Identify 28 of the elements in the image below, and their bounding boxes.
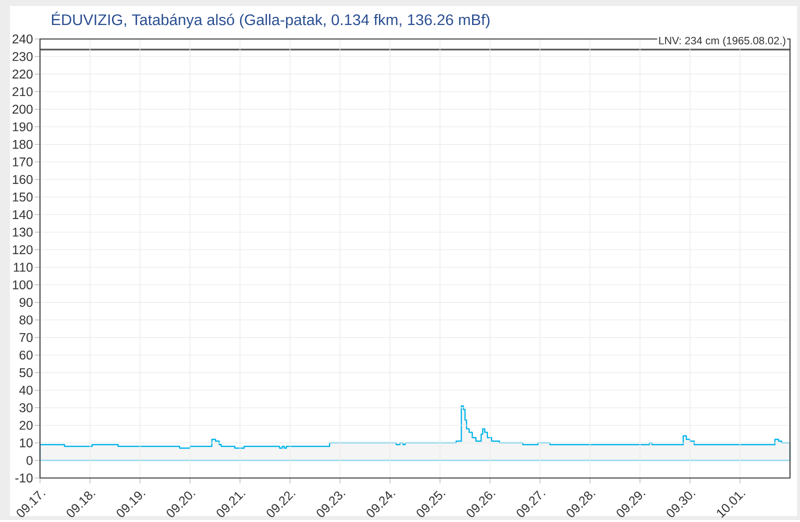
y-tick-label: 160	[12, 174, 33, 184]
y-tick-label: 0	[26, 456, 33, 465]
y-tick-label: 170	[12, 157, 33, 166]
y-tick-label: 30	[19, 403, 33, 412]
y-tick-label: 200	[12, 104, 33, 114]
y-tick-label: 140	[12, 210, 33, 219]
y-tick-label: 210	[12, 86, 33, 96]
y-tick-label: 50	[19, 368, 33, 377]
y-tick-label: 240	[12, 34, 33, 44]
y-tick-label: 150	[12, 192, 33, 202]
y-tick-label: 230	[12, 52, 33, 61]
y-tick-label: 110	[14, 262, 33, 272]
y-tick-label: 20	[20, 420, 33, 430]
y-tick-label: 220	[12, 69, 33, 78]
y-tick-label: 10	[20, 438, 33, 448]
y-tick-label: 190	[12, 122, 33, 132]
y-tick-label: 90	[20, 298, 33, 307]
y-tick-label: 130	[12, 227, 33, 236]
ref-line-label: LNV: 234 cm (1965.08.02.)	[659, 36, 786, 46]
y-tick-label: 40	[19, 385, 33, 394]
y-tick-label: 180	[12, 140, 33, 149]
y-tick-label: 100	[12, 280, 33, 290]
y-tick-label: 80	[20, 315, 33, 324]
chart-title: ÉDUVIZIG, Tatabánya alsó (Galla-patak, 0.134 fkm, 136.26 mBf)	[52, 12, 490, 28]
y-tick-label: 70	[20, 332, 33, 342]
y-tick-label: 120	[12, 244, 33, 254]
y-tick-label: -10	[15, 473, 33, 482]
y-tick-label: 60	[20, 350, 33, 360]
